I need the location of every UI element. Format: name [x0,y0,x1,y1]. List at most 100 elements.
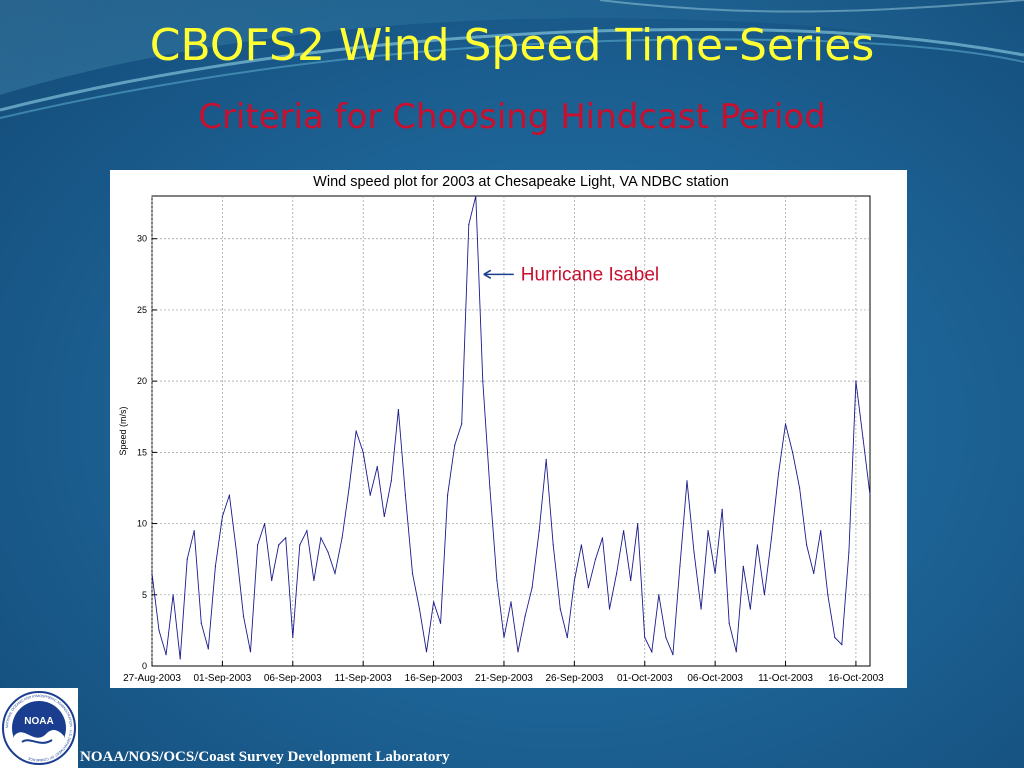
data-point [299,544,301,546]
plot-frame [151,195,871,667]
data-point [827,594,829,596]
data-point [165,654,167,656]
data-point [264,522,266,525]
data-point [256,544,259,546]
y-tick-label: 0 [142,661,147,671]
y-tick-label: 10 [137,519,147,529]
data-point [355,430,357,432]
data-point [630,579,632,582]
data-point [721,508,723,510]
data-point [306,530,308,532]
footer-text: NOAA/NOS/OCS/Coast Survey Development La… [80,749,450,765]
data-point [615,572,618,575]
data-point [672,654,674,656]
data-point [334,572,336,575]
data-point [735,651,737,653]
data-point [432,601,435,603]
data-point [566,636,568,639]
x-tick-label: 06-Sep-2003 [264,673,322,684]
data-point [193,530,195,532]
data-point [475,195,477,197]
data-point [292,636,294,639]
data-point [742,565,744,567]
data-point [440,622,442,624]
data-point [601,537,604,539]
data-point [320,537,322,539]
data-point [447,494,449,496]
data-point [390,480,392,482]
data-point [665,636,667,639]
data-point [679,565,681,567]
data-point [348,487,350,489]
data-point [770,537,773,539]
data-point [587,587,590,589]
wave-swoosh-decoration [0,0,1024,119]
data-point [799,487,801,489]
data-point [278,544,280,546]
data-point [623,530,625,532]
data-point [763,594,766,596]
data-point [700,608,702,610]
data-point [756,544,758,546]
data-point [686,480,688,482]
y-axis-label: Speed (m/s) [118,406,128,455]
data-point [644,636,646,639]
y-tick-label: 30 [137,234,147,244]
data-point [714,572,716,575]
data-point [404,494,407,496]
data-point [186,558,188,560]
x-tick-label: 21-Sep-2003 [475,673,533,684]
data-point [179,658,181,660]
data-point [608,608,611,610]
data-point [327,551,329,553]
data-point [820,530,822,532]
data-point [510,601,512,603]
annotation-label: Hurricane Isabel [521,264,659,285]
x-tick-label: 27-Aug-2003 [123,673,181,684]
data-point [524,615,526,617]
data-point [454,444,456,446]
data-point [531,587,533,589]
logo-text: NOAA [24,716,53,727]
y-tick-label: 5 [142,590,147,600]
data-point [552,544,554,546]
data-point [158,629,160,631]
data-point [468,223,470,226]
x-tick-label: 06-Oct-2003 [687,673,743,684]
wind-speed-chart: 27-Aug-2003 01-Sep-2003 06-Sep-2003 11-Sep-… [118,174,884,684]
data-point [841,644,843,646]
x-tick-label: 11-Oct-2003 [758,673,813,684]
data-point [397,409,399,411]
data-point [545,458,547,461]
data-point [791,451,794,453]
data-point [862,437,864,439]
data-point [425,651,428,653]
data-point [285,537,287,539]
data-point [221,515,223,518]
x-tick-label: 11-Sep-2003 [335,673,393,684]
data-point [834,636,836,639]
data-point [242,615,245,617]
data-point [707,530,709,532]
data-point [728,622,730,624]
data-point [376,466,378,468]
noaa-logo: NOAA NATIONAL OCEANIC AND ATMOSPHERIC AD… [0,688,78,768]
data-point [651,651,653,653]
data-point [271,579,273,582]
data-point [573,579,575,582]
slide-subtitle: Criteria for Choosing Hindcast Period [198,97,826,137]
data-point [461,423,463,425]
x-tick-label: 01-Sep-2003 [193,673,251,684]
data-point [411,572,414,575]
data-point [341,537,343,539]
data-point [594,558,597,560]
y-tick-label: 25 [137,305,147,315]
annotation-arrow-head [483,269,492,279]
data-point [313,579,315,582]
data-point [383,515,385,518]
y-tick-label: 15 [137,447,147,457]
data-point [749,608,751,610]
data-point [496,579,498,582]
chart-figure: 27-Aug-2003 01-Sep-2003 06-Sep-2003 11-Sep-… [110,170,907,688]
data-point [517,651,519,653]
